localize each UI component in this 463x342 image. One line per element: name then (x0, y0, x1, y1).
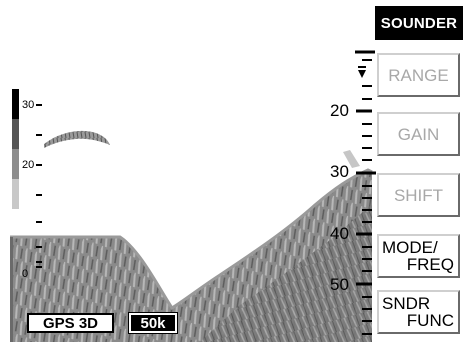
gps-status-badge: GPS 3D (27, 313, 114, 333)
scale-ticks (36, 104, 42, 268)
page-title: SOUNDER (375, 6, 463, 40)
depth-label-40: 40 (330, 224, 349, 243)
range-button[interactable]: RANGE (377, 53, 460, 97)
mode-freq-line1: MODE/ (382, 238, 438, 257)
depth-label-30: 30 (330, 162, 349, 181)
range-marker-icon (358, 66, 366, 78)
fish-arch (44, 130, 110, 148)
sndr-func-line1: SNDR (382, 294, 431, 313)
zoom-badge: 50k (128, 312, 178, 334)
scale-label-30: 30 (22, 99, 35, 111)
scale-label-20: 20 (22, 159, 35, 171)
sndr-func-line2: FUNC (406, 311, 454, 330)
mode-freq-button[interactable]: MODE/ FREQ (377, 234, 460, 278)
scale-bar-black (12, 89, 19, 119)
bottom-depth-indicator (343, 150, 360, 168)
sndr-func-button[interactable]: SNDR FUNC (377, 290, 460, 334)
scale-bar-dark (12, 119, 19, 149)
mode-freq-line2: FREQ (406, 255, 454, 274)
depth-scale-ticks (355, 50, 376, 335)
gain-button[interactable]: GAIN (377, 112, 460, 156)
left-edge (10, 237, 13, 342)
scale-bar-mid (12, 149, 19, 179)
shift-button[interactable]: SHIFT (377, 173, 460, 217)
scale-label-0: 0 (22, 268, 29, 280)
depth-label-50: 50 (330, 275, 349, 294)
bottom-line (10, 168, 373, 311)
scale-bar-light (12, 179, 19, 209)
depth-label-20: 20 (330, 101, 349, 120)
bottom-echo-deep (200, 205, 372, 342)
